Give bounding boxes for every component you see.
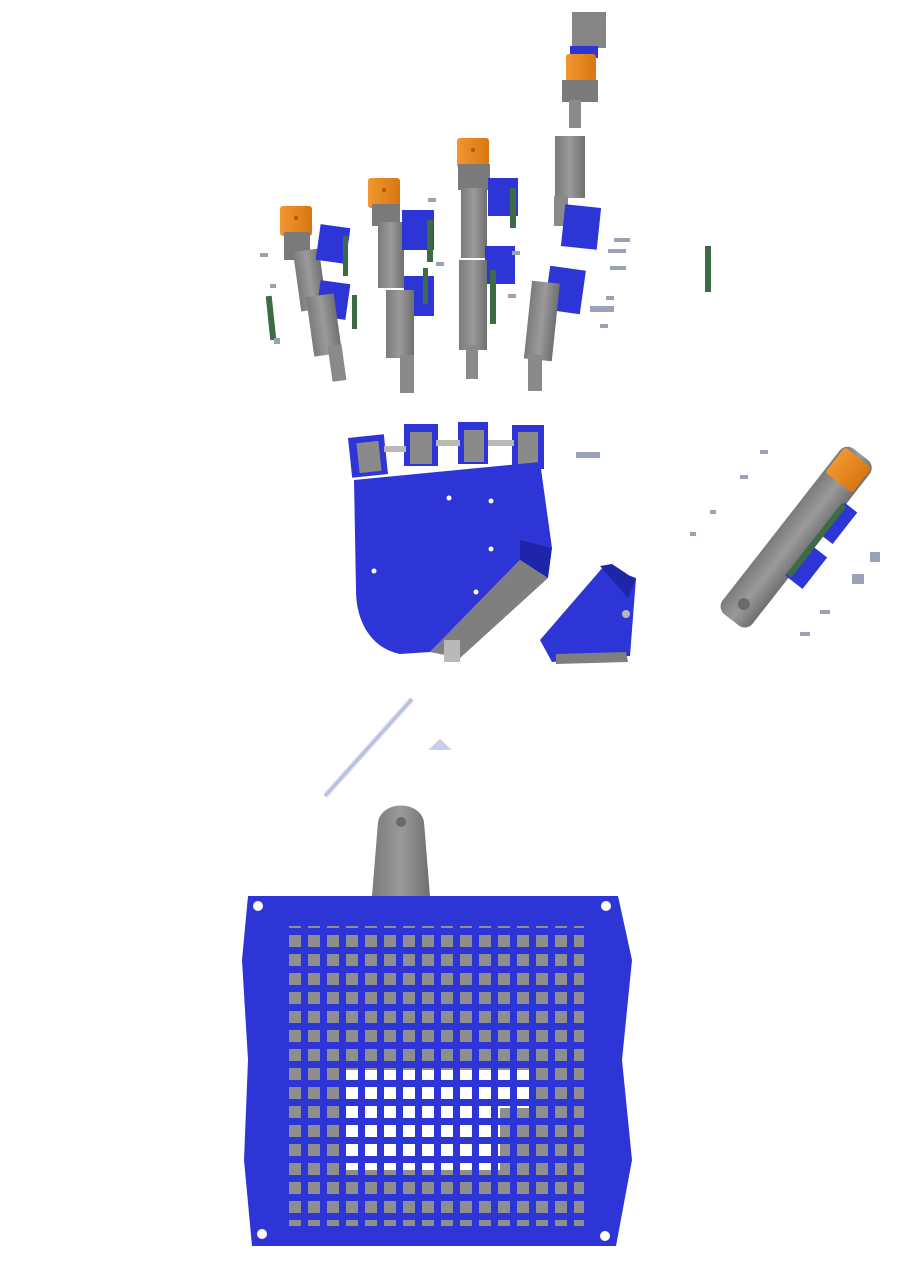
finger-ring bbox=[457, 138, 518, 379]
finger-cover bbox=[315, 224, 351, 264]
finger-index bbox=[265, 206, 357, 382]
fan-icon bbox=[340, 1070, 530, 1170]
fingertip-pad bbox=[280, 206, 312, 236]
loose-screws-fingers bbox=[260, 198, 630, 458]
thumb-base bbox=[540, 564, 636, 664]
connecting-rod bbox=[323, 697, 452, 798]
fingertip-pad bbox=[368, 178, 400, 208]
palm-plate bbox=[354, 462, 552, 654]
palm-assembly bbox=[348, 422, 552, 662]
fingertip-pad bbox=[457, 138, 489, 168]
fingertip-pad bbox=[566, 54, 596, 82]
finger-pinky bbox=[523, 12, 711, 391]
forearm-base bbox=[242, 896, 632, 1246]
finger-middle bbox=[368, 178, 434, 393]
thumb-assembly bbox=[720, 446, 872, 628]
loose-screws-thumb bbox=[690, 450, 880, 636]
thumb-tip-pad bbox=[826, 448, 871, 493]
wrist-mount bbox=[372, 805, 430, 896]
